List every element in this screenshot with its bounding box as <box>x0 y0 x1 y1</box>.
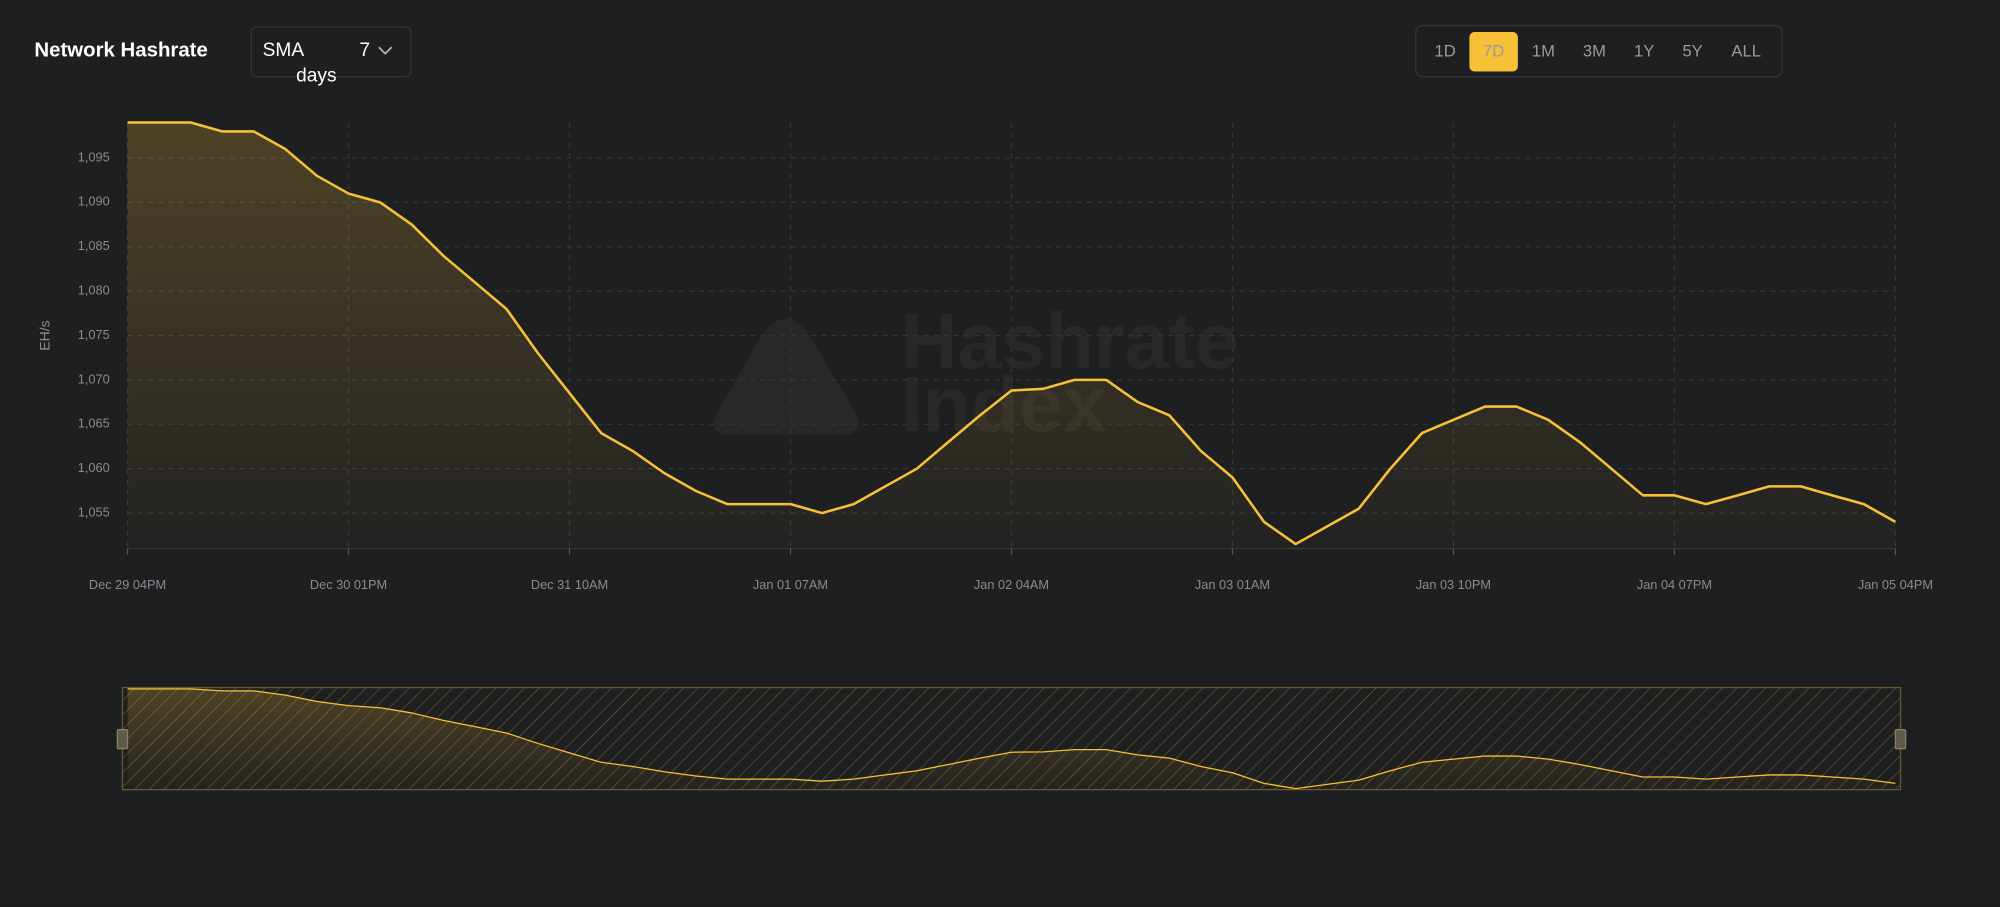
area <box>127 122 1896 549</box>
range-button[interactable]: ALL <box>1731 42 1761 61</box>
range-buttons: 1D 7D 1M 3M 1Y 5Y ALL <box>1435 31 1761 72</box>
y-tick-label: 1,075 <box>78 327 110 342</box>
range-button[interactable]: 1D <box>1435 42 1456 61</box>
range-button-active[interactable] <box>1469 31 1518 72</box>
y-tick-label: 1,065 <box>78 416 110 431</box>
range-button[interactable]: 1M <box>1532 42 1555 61</box>
plot: 1,055 1,060 1,065 1,070 1,075 1,080 1,085 1,090… <box>78 121 1933 592</box>
x-tick-label: Dec 31 10AM <box>531 577 608 592</box>
y-tick-label: 1,090 <box>78 194 110 209</box>
range-button[interactable]: 7D <box>1483 42 1504 61</box>
y-tick-label: 1,070 <box>78 371 110 386</box>
y-tick-label: 1,085 <box>78 238 110 253</box>
watermark-text: Hashrate <box>901 296 1239 385</box>
x-tick-label: Jan 03 01AM <box>1195 577 1270 592</box>
line <box>127 121 1897 546</box>
x-tick-label: Dec 30 01PM <box>310 577 387 592</box>
y-axis-label: EH/s <box>37 320 53 350</box>
y-tick-label: 1,095 <box>78 149 110 164</box>
y-tick-label: 1,060 <box>78 460 110 475</box>
range-button[interactable]: 1Y <box>1634 42 1654 61</box>
y-tick-label: 1,080 <box>78 283 110 298</box>
navigator-series <box>127 688 1896 790</box>
range-button[interactable]: 5Y <box>1682 42 1702 61</box>
dropdown[interactable] <box>250 26 412 78</box>
navigator-handle[interactable] <box>1894 729 1907 750</box>
x-tick-label: Dec 29 04PM <box>89 577 166 592</box>
chevron <box>378 46 393 55</box>
line <box>127 688 1896 790</box>
x-tick-label: Jan 01 07AM <box>753 577 828 592</box>
x-tick-label: Jan 03 10PM <box>1416 577 1491 592</box>
watermark-logo <box>713 318 859 436</box>
navigator-handle[interactable] <box>116 729 129 750</box>
x-tick-label: Jan 02 04AM <box>974 577 1049 592</box>
y-tick-label: 1,055 <box>78 504 110 519</box>
range-button[interactable]: 3M <box>1583 42 1606 61</box>
dropdown-label-box: SMA 7 days <box>262 39 371 87</box>
x-tick-label: Jan 05 04PM <box>1858 577 1933 592</box>
title: Network Hashrate <box>34 39 207 61</box>
dropdown-label: SMA 7 days <box>262 39 371 87</box>
x-tick-label: Jan 04 07PM <box>1637 577 1712 592</box>
area <box>127 688 1896 790</box>
